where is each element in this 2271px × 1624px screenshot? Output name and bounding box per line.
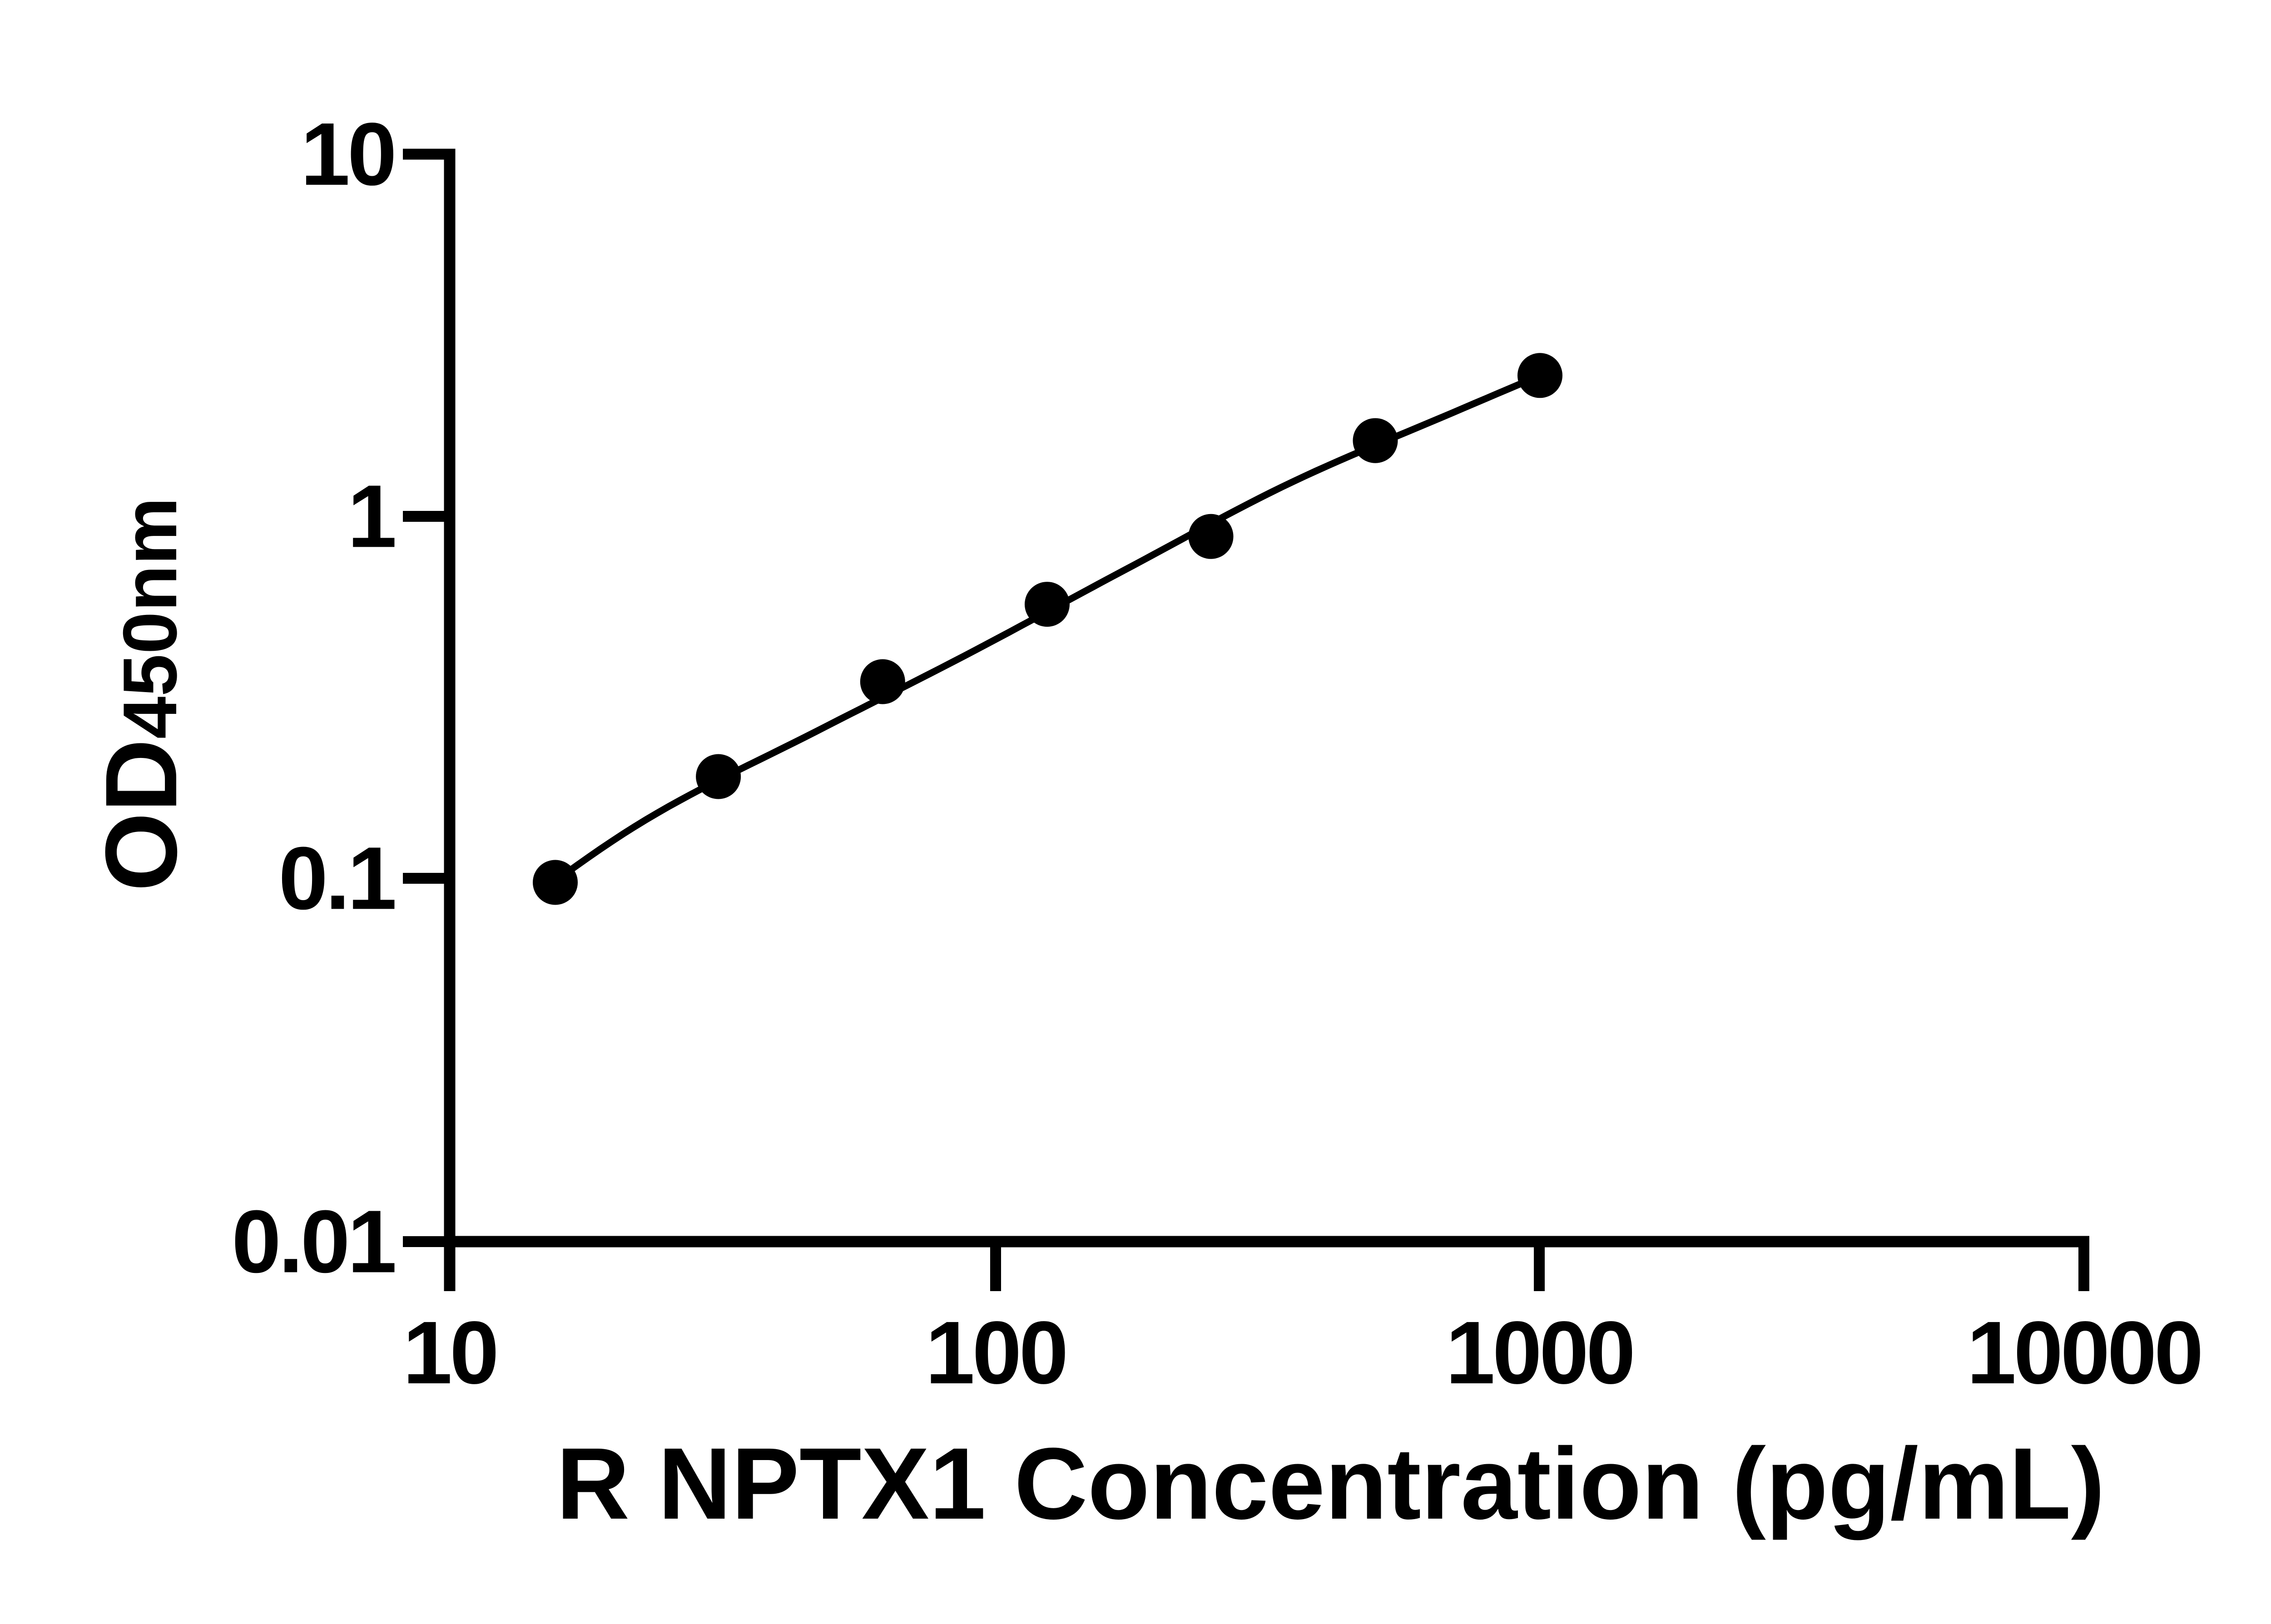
svg-text:10: 10 (301, 104, 394, 204)
svg-text:OD450nm: OD450nm (84, 497, 198, 891)
svg-text:1000: 1000 (1446, 1303, 1633, 1402)
svg-text:10: 10 (403, 1303, 496, 1402)
svg-text:100: 100 (925, 1303, 1066, 1402)
svg-text:0.1: 0.1 (278, 828, 395, 928)
svg-text:10000: 10000 (1967, 1303, 2201, 1402)
svg-text:0.01: 0.01 (232, 1192, 395, 1291)
svg-text:1: 1 (347, 466, 395, 566)
svg-text:R NPTX1 Concentration (pg/mL): R NPTX1 Concentration (pg/mL) (556, 1427, 2105, 1540)
